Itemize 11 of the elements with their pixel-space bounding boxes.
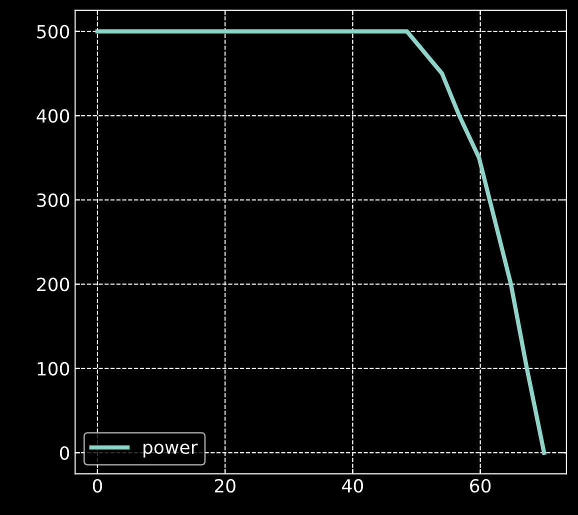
x-tick-label: 0 — [92, 478, 102, 493]
y-tick-label: 200 — [37, 278, 70, 292]
y-tick-label: 400 — [36, 109, 70, 123]
y-tick-label: 500 — [37, 24, 70, 38]
y-tick-label: 0 — [60, 446, 70, 460]
x-tick-label: 60 — [470, 478, 491, 493]
y-tick-label: 300 — [37, 193, 70, 208]
legend-label: power — [144, 444, 198, 458]
x-tick-label: 40 — [342, 478, 363, 493]
x-tick-label: 20 — [214, 478, 236, 493]
y-tick-label: 100 — [38, 362, 70, 376]
